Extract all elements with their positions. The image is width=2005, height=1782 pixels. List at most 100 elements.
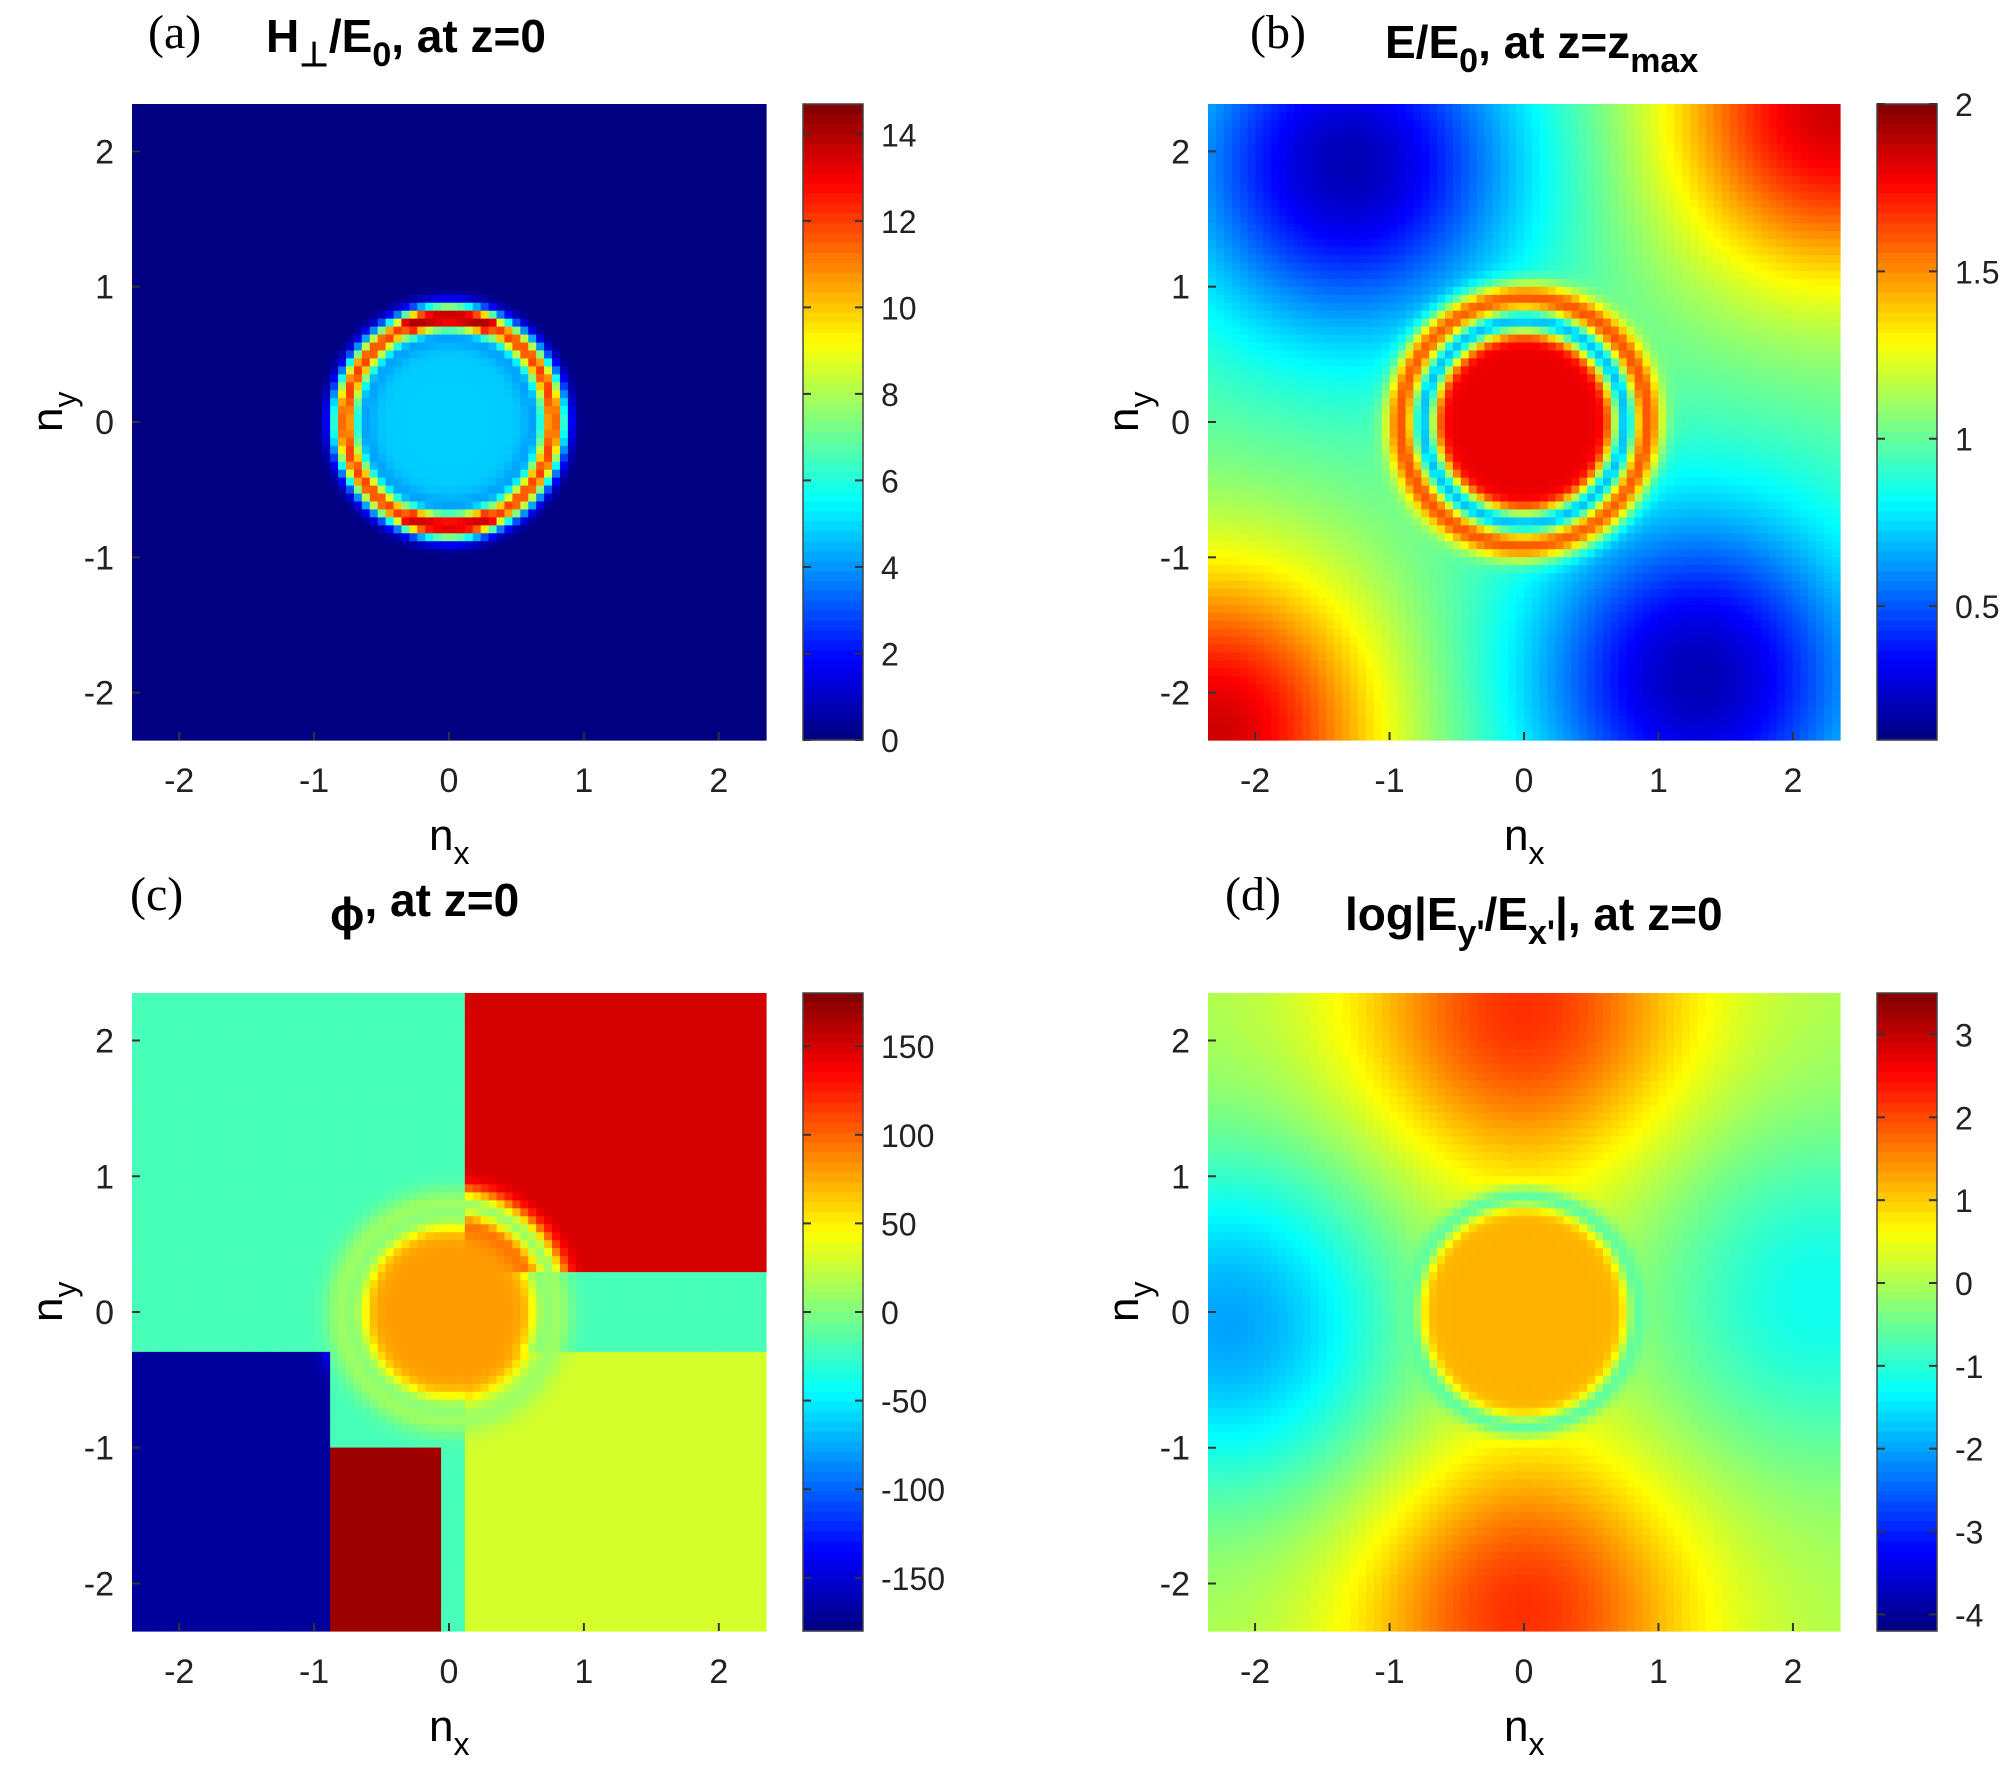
colorbar-tick-label: -2: [1955, 1432, 1983, 1468]
colorbar-tick-label: 8: [881, 377, 899, 413]
y-axis-label: ny: [23, 392, 83, 432]
colorbar-tick-label: 2: [881, 636, 899, 672]
y-tick-label: 1: [95, 1158, 114, 1196]
x-tick-label: -2: [164, 762, 194, 800]
title-sub2: max: [1630, 42, 1698, 80]
y-tick-label: 2: [1171, 133, 1190, 171]
panel-title: E/E0, at z=zmax: [1385, 16, 1698, 80]
title-post: |, at z=0: [1555, 888, 1723, 940]
y-tick-label: -1: [84, 539, 114, 577]
y-tick-label: 2: [95, 1023, 114, 1061]
colorbar-tick-label: 4: [881, 550, 899, 586]
x-axis-ticks: -2 -1 0 1 2: [164, 1623, 728, 1691]
x-tick-label: 2: [709, 1653, 728, 1691]
y-axis-label: ny: [1099, 1282, 1159, 1322]
title-sub1: y': [1458, 914, 1485, 952]
x-axis-ticks: -2 -1 0 1 2: [1240, 1623, 1802, 1691]
colorbar-tick-label: 1: [1955, 422, 1973, 458]
x-tick-label: -2: [1240, 762, 1270, 800]
colorbar-tick-label: 2: [1955, 87, 1973, 123]
x-tick-label: -1: [1374, 1653, 1404, 1691]
x-tick-label: -1: [1374, 762, 1404, 800]
y-tick-label: -2: [84, 1565, 114, 1603]
colorbar-tick-label: 150: [881, 1029, 934, 1065]
colorbar-tick-label: 1.5: [1955, 254, 1999, 290]
colorbar-tick-label: 3: [1955, 1017, 1973, 1053]
x-tick-label: 2: [1783, 762, 1802, 800]
y-tick-label: 0: [1171, 404, 1190, 442]
panel-title: ϕ, at z=0: [330, 874, 519, 940]
colorbar-tick-label: 14: [881, 117, 917, 153]
panel-a: H⊥/E0, at z=0(a)-2 -1 0 1 2210-1-2nxny141210…: [23, 6, 917, 871]
panel-title: H⊥/E0, at z=0: [266, 10, 546, 74]
x-tick-label: -2: [164, 1653, 194, 1691]
x-tick-label: 1: [574, 1653, 593, 1691]
colorbar-tick-label: -100: [881, 1472, 945, 1508]
y-tick-label: 0: [95, 404, 114, 442]
y-axis-label: ny: [23, 1282, 83, 1322]
title-mid: /E: [1485, 888, 1528, 940]
panel-b: E/E0, at z=zmax (b) -2 -1 0 1 2 2 1 0 -1 -2 nx ny 2 1.5…: [1099, 6, 1999, 871]
x-tick-label: 1: [1649, 1653, 1668, 1691]
heatmap-image: [132, 993, 767, 1632]
x-axis-label: nx: [429, 1702, 469, 1762]
y-axis-ticks: 210-1-2: [84, 133, 140, 712]
y-tick-label: -2: [84, 675, 114, 713]
y-tick-label: -2: [1160, 675, 1190, 713]
y-axis-label: ny: [1099, 392, 1159, 432]
colorbar-tick-label: 10: [881, 290, 917, 326]
title-sub2: 0: [372, 36, 391, 74]
y-tick-label: -1: [1160, 1430, 1190, 1468]
x-axis-ticks: -2 -1 0 1 2: [164, 732, 728, 800]
y-axis-ticks: 210-1-2: [1160, 1023, 1216, 1604]
x-tick-label: 2: [709, 762, 728, 800]
colorbar-tick-label: 2: [1955, 1100, 1973, 1136]
title-pre: H: [266, 10, 299, 62]
x-axis-ticks: -2 -1 0 1 2: [1240, 732, 1802, 800]
y-tick-label: -2: [1160, 1565, 1190, 1603]
title-sub2: x': [1528, 914, 1555, 952]
heatmap-image: [132, 104, 767, 741]
colorbar-tick-label: 0.5: [1955, 589, 1999, 625]
colorbar-tick-label: -50: [881, 1384, 927, 1420]
heatmap-image: [1208, 993, 1841, 1632]
panel-letter: (c): [130, 868, 183, 921]
colorbar-tick-label: -1: [1955, 1349, 1983, 1385]
x-tick-label: 1: [1649, 762, 1668, 800]
title-sub1: ⊥: [299, 36, 329, 74]
colorbar-tick-label: 0: [881, 1295, 899, 1331]
x-axis-label: nx: [1504, 1702, 1544, 1762]
colorbar-tick-label: 0: [881, 723, 899, 759]
colorbar-tick-label: 100: [881, 1118, 934, 1154]
title-mid: , at z=0: [364, 874, 519, 926]
heatmap-image: [1208, 104, 1841, 741]
x-axis-label: nx: [1504, 811, 1544, 871]
colorbar-tick-label: -150: [881, 1561, 945, 1597]
colorbar-tick-label: -4: [1955, 1597, 1983, 1633]
x-tick-label: 0: [1515, 1653, 1534, 1691]
colorbar-tick-label: 12: [881, 204, 917, 240]
x-axis-label: nx: [429, 811, 469, 871]
y-tick-label: 2: [1171, 1023, 1190, 1061]
colorbar-tick-label: 0: [1955, 1266, 1973, 1302]
panel-c: ϕ, at z=0(c)-2 -1 0 1 2210-1-2nxny150100500-…: [23, 868, 945, 1762]
panel-letter: (b): [1250, 6, 1306, 59]
x-tick-label: 1: [574, 762, 593, 800]
x-tick-label: 2: [1783, 1653, 1802, 1691]
x-tick-label: 0: [1515, 762, 1534, 800]
colorbar: 2 1.5 1 0.5: [1877, 87, 1999, 741]
colorbar-tick-label: -3: [1955, 1515, 1983, 1551]
panel-letter: (a): [148, 6, 201, 59]
x-tick-label: 0: [440, 1653, 459, 1691]
colorbar: 14 12 10 8 6 4 2 0: [803, 104, 917, 759]
y-tick-label: -1: [1160, 539, 1190, 577]
x-tick-label: 0: [440, 762, 459, 800]
title-mid: /E: [329, 10, 372, 62]
y-tick-label: 1: [1171, 1158, 1190, 1196]
title-post: , at z=0: [391, 10, 546, 62]
y-tick-label: 1: [1171, 269, 1190, 307]
colorbar-tick-label: 6: [881, 463, 899, 499]
